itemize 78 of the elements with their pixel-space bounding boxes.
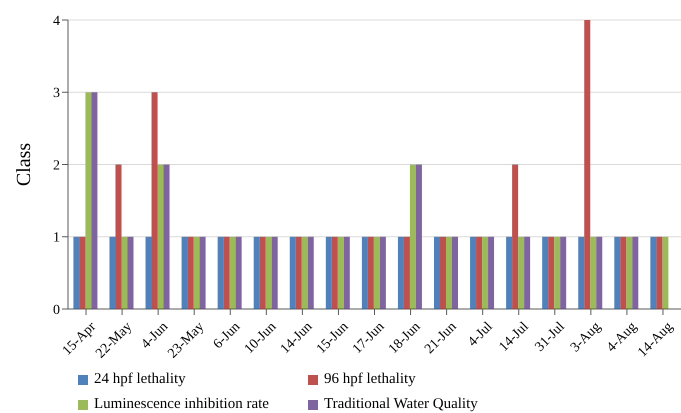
bar <box>476 236 482 309</box>
bar <box>404 236 410 309</box>
bar <box>200 236 206 309</box>
bar <box>590 236 596 309</box>
bar <box>584 20 590 309</box>
bar <box>164 164 170 309</box>
legend-label: Luminescence inhibition rate <box>94 396 269 413</box>
bar <box>416 164 422 309</box>
bar <box>452 236 458 309</box>
bar <box>182 236 188 309</box>
bar <box>368 236 374 309</box>
bar <box>230 236 236 309</box>
bar <box>152 92 158 309</box>
bar <box>512 164 518 309</box>
bar <box>542 236 548 309</box>
bar <box>524 236 530 309</box>
bar <box>518 236 524 309</box>
bar <box>296 236 302 309</box>
bar <box>79 236 86 309</box>
bar <box>266 236 272 309</box>
bar <box>548 236 554 309</box>
bar <box>332 236 338 309</box>
bar <box>260 236 266 309</box>
bar <box>362 236 368 309</box>
bar <box>440 236 446 309</box>
y-tick-label: 4 <box>53 14 60 29</box>
bar <box>488 236 494 309</box>
bar <box>91 92 98 309</box>
y-tick-label: 3 <box>53 86 60 102</box>
bar <box>560 236 566 309</box>
bar <box>626 236 632 309</box>
bar <box>470 236 476 309</box>
bar <box>338 236 344 309</box>
bar <box>554 236 560 309</box>
bar <box>188 236 194 309</box>
bar <box>326 236 332 309</box>
bar <box>620 236 626 309</box>
y-axis-title: Class <box>13 142 36 186</box>
bar <box>434 236 440 309</box>
bar <box>224 236 230 309</box>
bar <box>380 236 386 309</box>
bar <box>236 236 242 309</box>
bar <box>374 236 380 309</box>
bar <box>614 236 620 309</box>
bar <box>662 236 668 309</box>
legend-label: 96 hpf lethality <box>324 371 416 388</box>
bar <box>218 236 224 309</box>
bar <box>73 236 80 309</box>
bar <box>272 236 278 309</box>
bar <box>85 92 92 309</box>
bar <box>578 236 584 309</box>
bar <box>596 236 602 309</box>
bar <box>121 236 128 309</box>
bar <box>254 236 260 309</box>
x-tick-label: 6-Jun <box>210 319 244 352</box>
y-tick-label: 1 <box>53 230 60 246</box>
bar <box>308 236 314 309</box>
bar <box>410 164 416 309</box>
bar <box>632 236 638 309</box>
bar <box>146 236 152 309</box>
y-tick-label: 0 <box>53 302 60 318</box>
bar <box>158 164 164 309</box>
legend-label: 24 hpf lethality <box>94 371 186 388</box>
bar <box>194 236 200 309</box>
y-tick-label: 2 <box>53 158 60 174</box>
bar <box>302 236 308 309</box>
legend-label: Traditional Water Quality <box>324 396 478 413</box>
bar <box>344 236 350 309</box>
bar <box>127 236 134 309</box>
bar <box>115 164 122 309</box>
bar <box>398 236 404 309</box>
bar <box>290 236 296 309</box>
bar <box>650 236 656 309</box>
bar <box>656 236 662 309</box>
bar <box>446 236 452 309</box>
bar <box>506 236 512 309</box>
bar <box>482 236 488 309</box>
bar <box>109 236 116 309</box>
